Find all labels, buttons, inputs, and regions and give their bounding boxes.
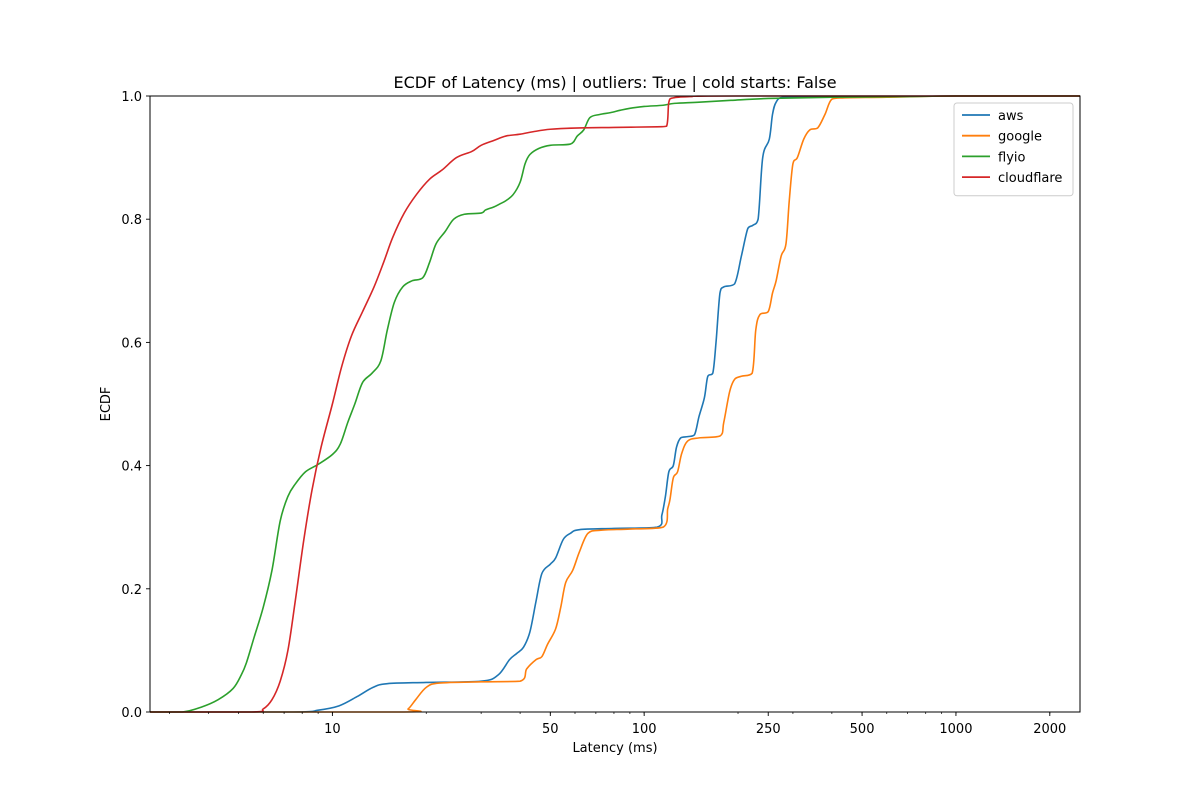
legend-box: [953, 102, 1074, 197]
legend-label-google: google: [998, 130, 1042, 145]
series-line-google: [150, 95, 1080, 713]
series-layer: [150, 95, 1080, 713]
x-tick-label: 250: [756, 722, 781, 737]
plot-frame: [149, 95, 1081, 713]
x-tick-label: 500: [850, 722, 875, 737]
series-line-aws: [150, 95, 1080, 713]
y-tick-label: 0.2: [121, 583, 142, 598]
y-tick-label: 0.0: [121, 706, 142, 721]
chart-title: ECDF of Latency (ms) | outliers: True | …: [393, 73, 836, 92]
y-axis-label: ECDF: [99, 387, 114, 422]
y-tick-label: 1.0: [121, 90, 142, 105]
x-tick-label: 50: [542, 722, 559, 737]
x-axis: 10 50 100 250 500 1000 2000: [169, 712, 1066, 737]
x-axis-label: Latency (ms): [572, 741, 657, 756]
y-tick-label: 0.6: [121, 336, 142, 351]
y-tick-label: 0.8: [121, 213, 142, 228]
series-line-cloudflare: [150, 95, 1080, 713]
x-tick-label: 100: [632, 722, 657, 737]
x-tick-label: 2000: [1033, 722, 1066, 737]
legend: aws google flyio cloudflare: [953, 102, 1074, 197]
y-tick-label: 0.4: [121, 460, 142, 475]
legend-label-flyio: flyio: [998, 150, 1025, 165]
legend-label-cloudflare: cloudflare: [998, 171, 1062, 186]
series-line-flyio: [150, 95, 1080, 713]
x-tick-label: 10: [324, 722, 341, 737]
legend-label-aws: aws: [998, 109, 1024, 124]
y-axis: 0.0 0.2 0.4 0.6 0.8 1.0: [121, 90, 150, 721]
x-tick-label: 1000: [939, 722, 972, 737]
